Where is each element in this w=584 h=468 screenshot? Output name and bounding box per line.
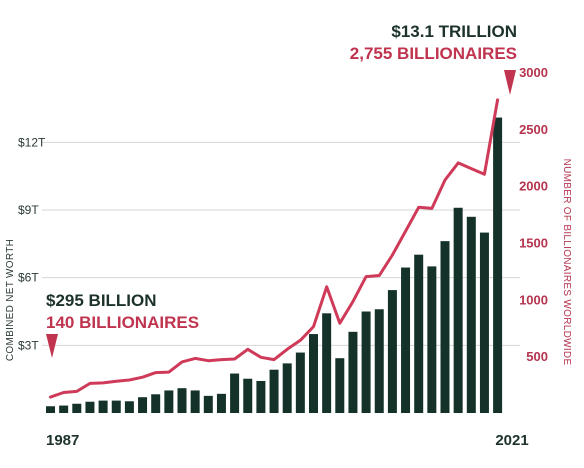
annotation-start-worth: $295 BILLION (46, 291, 157, 310)
left-axis-title: COMBINED NET WORTH (5, 239, 16, 361)
x-tick-start-year: 1987 (46, 432, 79, 449)
y-tick-label-3: $12T (18, 135, 46, 149)
bar-1993 (124, 401, 134, 413)
y2-tick-label-3: 2000 (519, 179, 548, 194)
bar-1994 (138, 397, 148, 413)
y2-tick-label-0: 500 (526, 349, 548, 364)
y2-tick-label-2: 1500 (519, 236, 548, 251)
bar-2016 (427, 266, 437, 413)
net-worth-bars (46, 117, 503, 413)
bar-2012 (374, 309, 384, 413)
bar-2017 (440, 241, 450, 413)
y2-tick-label-4: 2500 (519, 122, 548, 137)
bar-2004 (269, 369, 279, 413)
billionaires-line (49, 98, 500, 399)
bar-1995 (151, 394, 161, 413)
bar-2000 (216, 393, 226, 413)
bar-2013 (387, 290, 397, 413)
bar-2003 (256, 380, 266, 413)
bar-2001 (230, 373, 240, 413)
bar-1998 (190, 390, 200, 413)
bar-2015 (414, 254, 424, 413)
bar-2005 (282, 363, 292, 413)
annotation-end-count: 2,755 BILLIONAIRES (350, 44, 517, 63)
right-axis-title: NUMBER OF BILLIONAIRES WORLDWIDE (561, 159, 572, 366)
annotation-end-worth: $13.1 TRILLION (391, 22, 517, 41)
bar-2011 (361, 311, 371, 413)
bar-2014 (401, 267, 411, 413)
bar-2009 (335, 358, 345, 413)
bar-2006 (295, 352, 305, 413)
bar-2018 (453, 207, 463, 413)
bar-1987 (46, 406, 55, 413)
gridlines (42, 141, 520, 346)
billionaires-line-layer (49, 98, 500, 399)
bar-2002 (243, 378, 253, 413)
bar-1996 (164, 390, 174, 413)
bar-2008 (322, 313, 332, 413)
bar-2019 (466, 216, 476, 413)
y-tick-label-2: $9T (18, 203, 39, 217)
bar-1989 (72, 403, 82, 413)
bar-1992 (111, 400, 121, 413)
bar-2010 (348, 331, 358, 413)
bar-2007 (309, 334, 318, 413)
bar-2021 (493, 117, 503, 413)
bar-1997 (177, 388, 187, 413)
bar-1999 (203, 395, 213, 413)
y2-tick-label-1: 1000 (519, 292, 548, 307)
bar-1990 (85, 401, 95, 413)
bar-1988 (59, 405, 69, 413)
y-tick-label-1: $6T (18, 271, 39, 285)
bar-2020 (479, 232, 489, 413)
y2-tick-label-5: 3000 (519, 65, 548, 80)
axis-ticks: $3T $6T $9T $12T 500 1000 1500 2000 2500 3000 (18, 65, 548, 364)
annotation-start-count: 140 BILLIONAIRES (46, 313, 199, 332)
x-tick-end-year: 2021 (495, 432, 528, 449)
y-tick-label-0: $3T (18, 338, 39, 352)
annotation-start-marker (46, 334, 58, 358)
bar-1991 (98, 400, 108, 413)
annotation-end-marker (504, 70, 516, 95)
